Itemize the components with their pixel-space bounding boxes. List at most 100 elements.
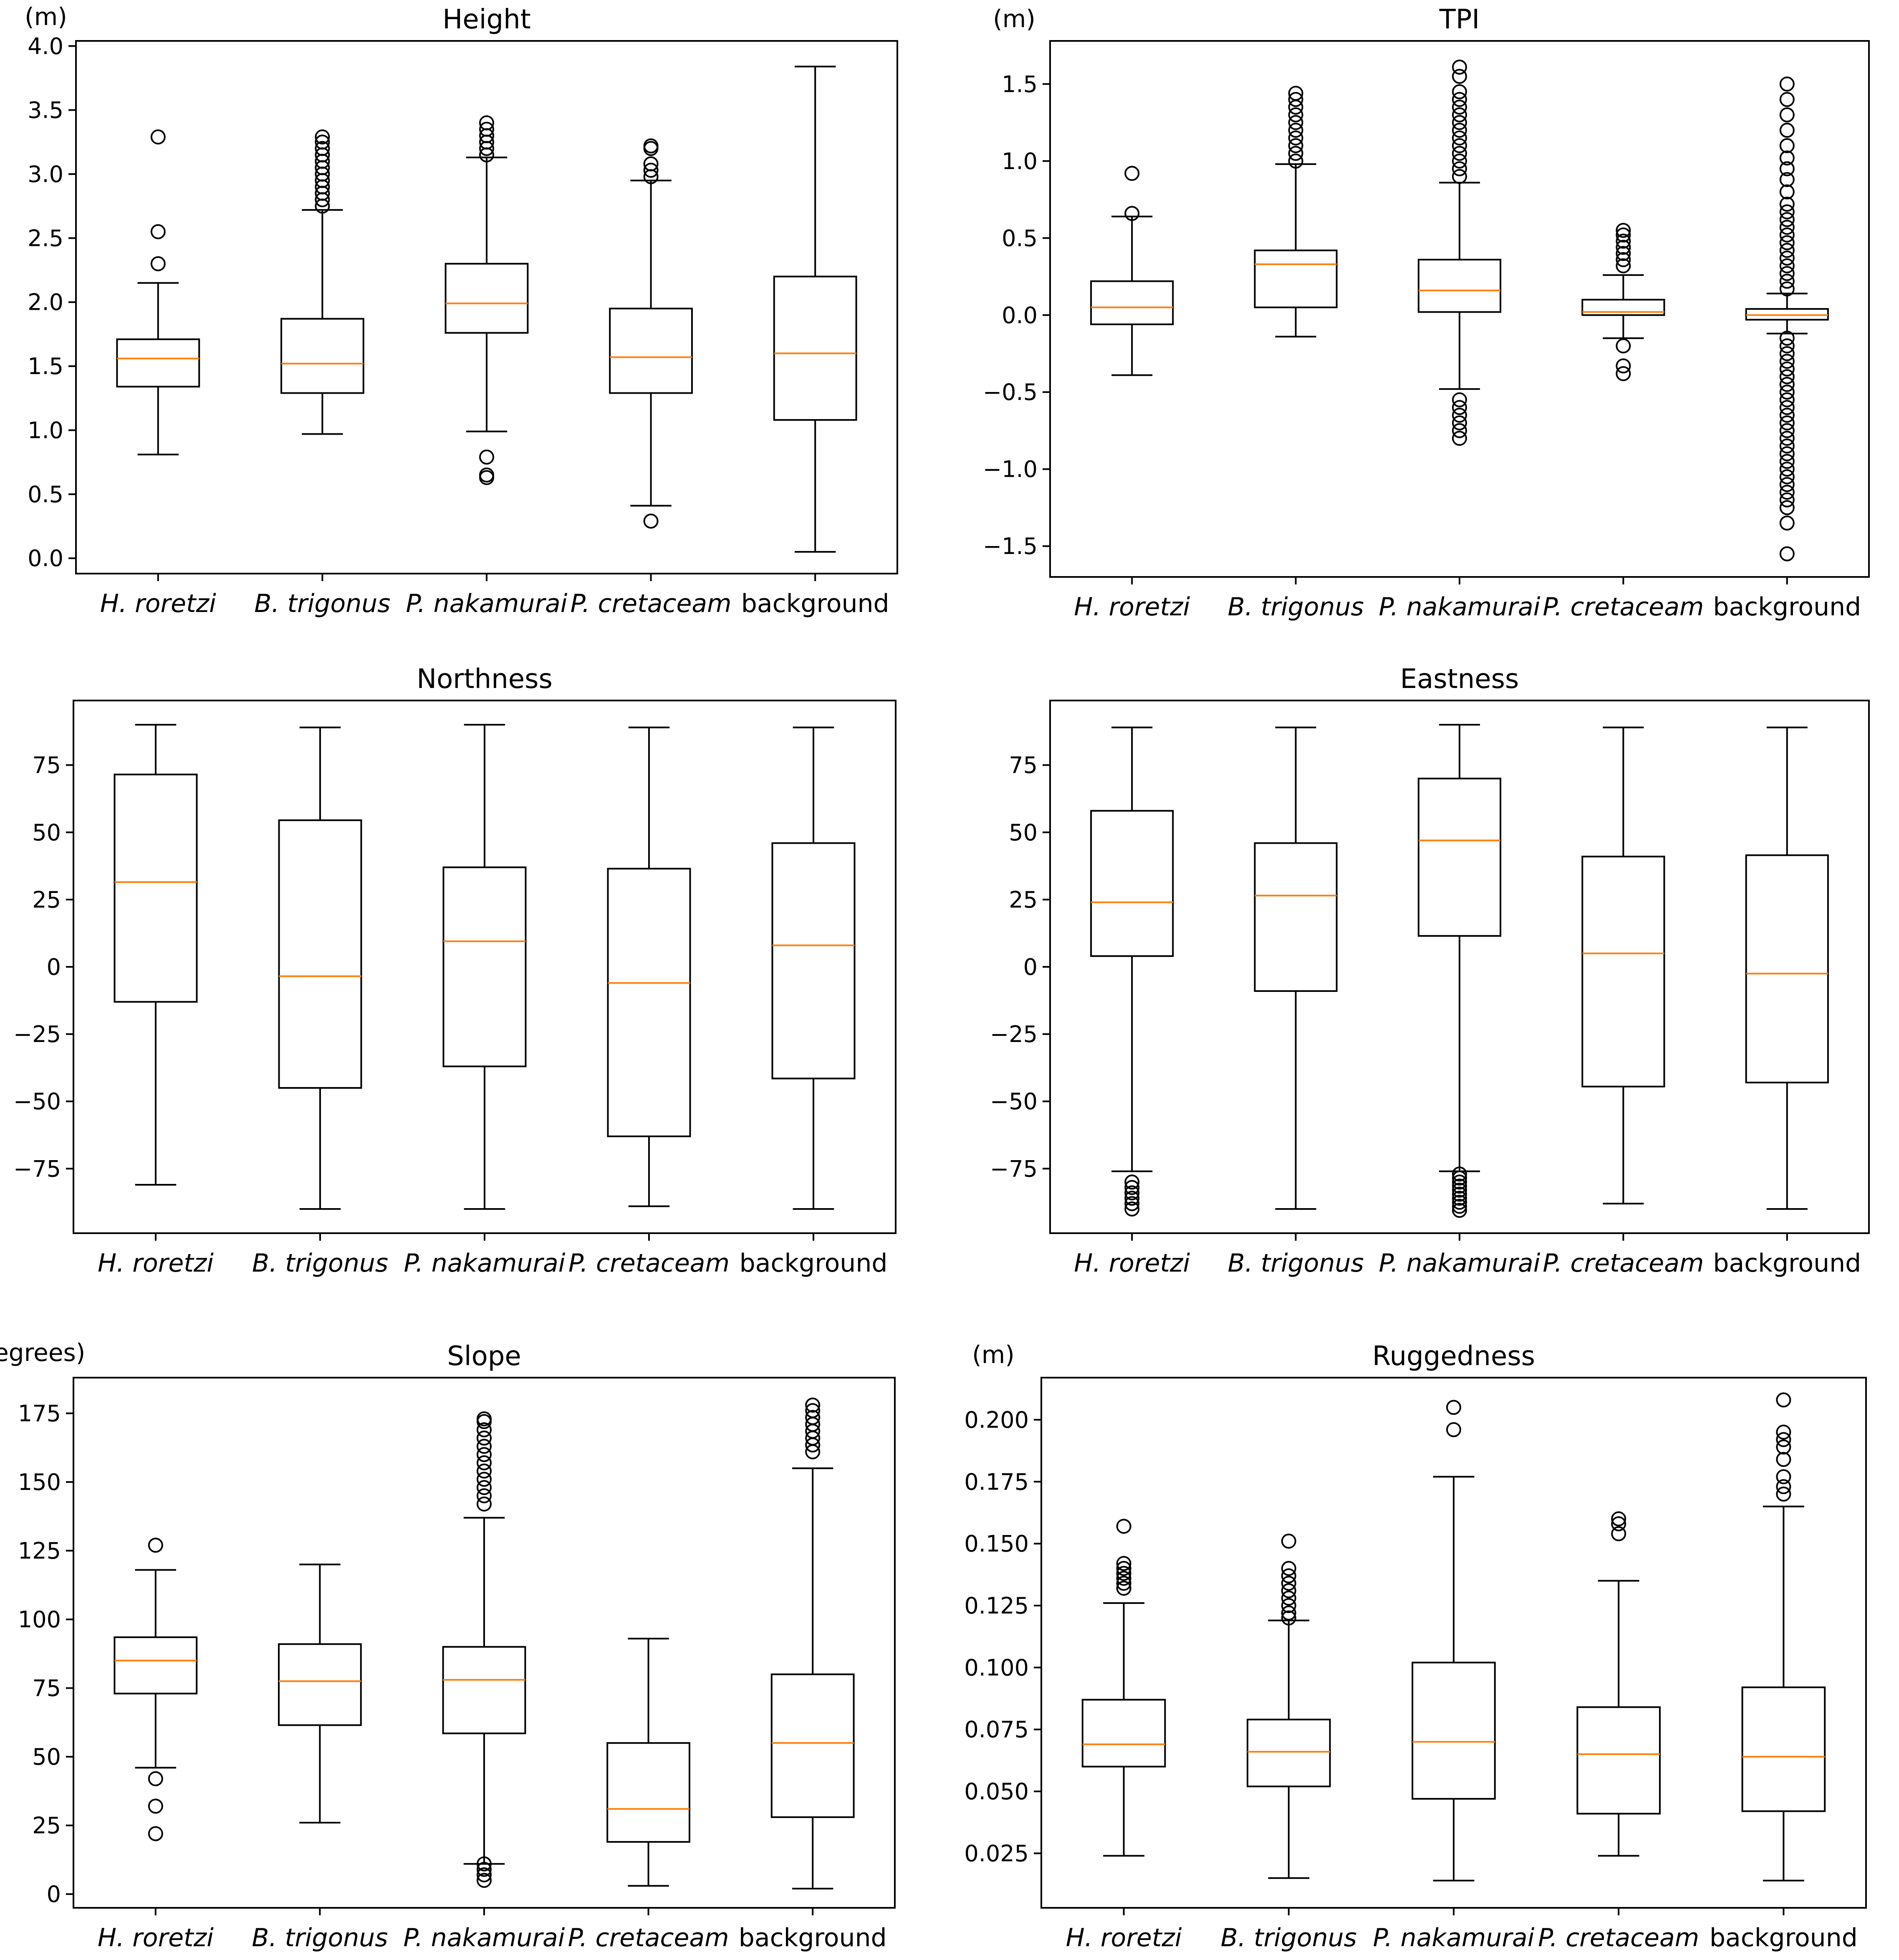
box-background: background: [739, 1397, 887, 1952]
x-tick-label: H. roretzi: [100, 589, 216, 618]
outlier-point: [805, 1403, 821, 1418]
y-tick-label: −25: [13, 1021, 61, 1047]
iqr-box: [770, 1673, 855, 1818]
outlier-point: [1288, 99, 1303, 115]
y-tick-label: 0: [47, 954, 61, 980]
outlier-point: [1779, 500, 1795, 515]
y-tick-label: 0.5: [1002, 225, 1038, 251]
outlier-point: [1281, 1605, 1296, 1621]
x-tick-label: P. cretaceam: [568, 1249, 730, 1278]
outlier-point: [1776, 1439, 1791, 1455]
x-tick-label: P. nakamurai: [404, 1249, 566, 1278]
y-tick-label: 0.100: [964, 1654, 1029, 1681]
outlier-point: [1116, 1576, 1131, 1591]
outlier-point: [1779, 430, 1795, 446]
box-b-trigonus: B. trigonus: [252, 726, 388, 1278]
iqr-box: [444, 263, 529, 334]
outlier-point: [1124, 206, 1140, 221]
chart-title: Northness: [417, 664, 553, 695]
iqr-box: [278, 819, 362, 1089]
outlier-point: [1281, 1560, 1296, 1576]
y-tick-label: −1.0: [983, 456, 1038, 483]
outlier-point: [805, 1410, 821, 1425]
outlier-point: [1776, 1452, 1791, 1467]
x-tick-label: P. cretaceam: [571, 589, 732, 618]
outlier-point: [1288, 86, 1303, 101]
outlier-point: [479, 467, 494, 483]
y-tick-label: 1.0: [28, 417, 63, 443]
x-tick-label: background: [1713, 1249, 1861, 1278]
outlier-point: [1452, 423, 1467, 438]
box-h-roretzi: H. roretzi: [1074, 726, 1190, 1278]
iqr-box: [1412, 1662, 1496, 1800]
x-tick-label: background: [1710, 1923, 1858, 1952]
box-background: background: [1713, 76, 1861, 622]
outlier-point: [1779, 197, 1795, 212]
outlier-point: [1779, 92, 1795, 107]
box-p-nakamurai: P. nakamurai: [1379, 59, 1540, 622]
outlier-point: [1779, 227, 1795, 243]
y-tick-label: −0.5: [983, 379, 1038, 405]
y-tick-label: 1.5: [1002, 71, 1038, 97]
outlier-point: [1779, 354, 1795, 369]
box-b-trigonus: B. trigonus: [1227, 86, 1364, 622]
iqr-box: [771, 842, 856, 1080]
y-tick-label: 2.5: [28, 225, 63, 251]
x-tick-label: B. trigonus: [1227, 1249, 1364, 1278]
panel-slope: Slope (degrees) 0 25 50 75 100 125 150 175 H. rore…: [0, 1338, 896, 1952]
y-tick-label: 3.0: [28, 161, 63, 187]
outlier-point: [1452, 1170, 1467, 1186]
outlier-point: [1452, 169, 1467, 184]
outlier-point: [1779, 461, 1795, 477]
outlier-point: [1779, 377, 1795, 392]
y-tick-label: 50: [32, 1744, 61, 1770]
iqr-box: [1254, 249, 1338, 309]
outlier-point: [1281, 1598, 1296, 1613]
outlier-point: [150, 224, 166, 240]
box-background: background: [741, 66, 889, 618]
iqr-box: [773, 276, 857, 421]
outlier-point: [1779, 258, 1795, 273]
outlier-point: [1452, 59, 1467, 75]
outlier-point: [1779, 485, 1795, 500]
outlier-point: [479, 115, 494, 131]
outlier-point: [1288, 146, 1303, 161]
outlier-point: [1452, 407, 1467, 423]
panel-height: Height (m) 0.0 0.5 1.0 1.5 2.0 2.5 3.0 3.5 4.0 H. r…: [25, 3, 898, 618]
outlier-point: [1611, 1516, 1626, 1532]
y-tick-label: 150: [18, 1469, 61, 1495]
outlier-point: [1616, 258, 1631, 273]
outlier-point: [1611, 1511, 1626, 1527]
x-tick-label: H. roretzi: [1074, 1249, 1190, 1278]
x-tick-label: B. trigonus: [254, 589, 390, 618]
outlier-point: [1779, 415, 1795, 431]
outlier-point: [1779, 331, 1795, 346]
box-p-nakamurai: P. nakamurai: [404, 1411, 565, 1952]
outlier-point: [1281, 1610, 1296, 1626]
y-tick-label: 0.175: [964, 1469, 1029, 1495]
box-background: background: [740, 726, 887, 1278]
iqr-box: [1090, 280, 1174, 325]
outlier-point: [1616, 233, 1631, 249]
outlier-point: [1779, 123, 1795, 138]
outlier-point: [1281, 1576, 1296, 1591]
box-b-trigonus: B. trigonus: [1221, 1533, 1357, 1952]
outlier-point: [315, 129, 330, 145]
box-p-nakamurai: P. nakamurai: [406, 115, 568, 618]
outlier-point: [1616, 240, 1631, 255]
outlier-point: [477, 1496, 492, 1512]
outlier-point: [479, 121, 494, 137]
panel-ruggedness: Ruggedness (m) 0.025 0.050 0.075 0.100 0.125 0.…: [964, 1340, 1867, 1952]
outlier-point: [477, 1472, 492, 1487]
outlier-point: [1779, 438, 1795, 454]
outlier-point: [477, 1488, 492, 1503]
box-b-trigonus: B. trigonus: [252, 1563, 388, 1952]
y-tick-label: 50: [1009, 819, 1038, 846]
outlier-point: [477, 1873, 492, 1888]
outlier-point: [1616, 252, 1631, 267]
outlier-point: [1288, 107, 1303, 123]
outlier-point: [1452, 84, 1467, 99]
outlier-point: [1452, 1174, 1467, 1190]
outlier-point: [1776, 1424, 1791, 1440]
y-unit-label: (m): [993, 5, 1035, 33]
